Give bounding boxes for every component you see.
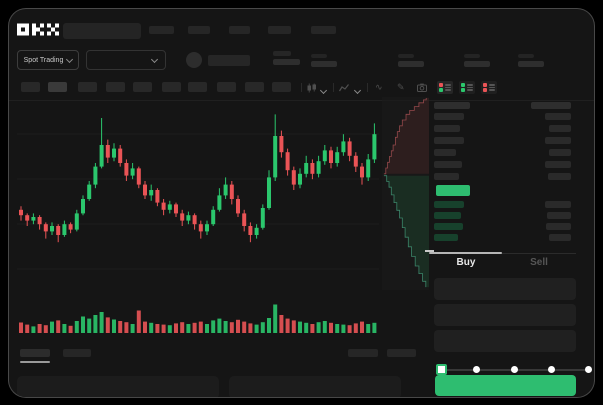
nav-item[interactable]: [311, 26, 336, 34]
orderbook-split-view-icon[interactable]: [437, 81, 453, 94]
nav-item[interactable]: [268, 26, 291, 34]
ask-amount-bar: [545, 113, 571, 120]
chart-bottom-control[interactable]: [348, 349, 378, 357]
orderbook-bids-view-icon[interactable]: [459, 81, 475, 94]
price-label-placeholder: [273, 51, 291, 56]
slider-stop-dot[interactable]: [585, 366, 592, 373]
indicator-icon[interactable]: [339, 83, 349, 93]
slider-stop-dot[interactable]: [547, 366, 555, 373]
draw-icon[interactable]: ✎: [397, 82, 405, 92]
orderbook-header-price: [434, 102, 470, 109]
nav-item[interactable]: [229, 26, 250, 34]
timeframe-button[interactable]: [272, 82, 291, 92]
timeframe-button[interactable]: [162, 82, 181, 92]
market-type-dropdown[interactable]: Spot Trading: [17, 50, 79, 70]
chevron-down-icon: [66, 55, 74, 63]
ask-amount-bar: [549, 149, 571, 156]
chart-bottom-tab[interactable]: [63, 349, 91, 357]
pair-dropdown[interactable]: [86, 50, 166, 70]
search-input[interactable]: [63, 23, 141, 39]
timeframe-button[interactable]: [78, 82, 97, 92]
ask-price-bar[interactable]: [434, 173, 459, 180]
bottom-panel-right[interactable]: [229, 376, 401, 397]
market-type-label: Spot Trading: [23, 56, 64, 64]
price-value-placeholder: [273, 59, 300, 65]
tab-sell[interactable]: Sell: [530, 257, 548, 268]
chart-gridlines: [17, 133, 379, 270]
orderbook-header-amount: [531, 102, 571, 109]
okx-logo: [17, 23, 59, 36]
chart-bottom-control[interactable]: [387, 349, 416, 357]
timeframe-button[interactable]: [188, 82, 207, 92]
candle-type-icon[interactable]: [307, 83, 317, 93]
orderbook-asks-view-icon[interactable]: [481, 81, 497, 94]
timeframe-button[interactable]: [133, 82, 152, 92]
nav-item[interactable]: [149, 26, 174, 34]
bid-price-bar[interactable]: [434, 212, 461, 219]
buy-submit-button[interactable]: [435, 375, 576, 396]
coin-avatar: [186, 52, 202, 68]
ask-amount-bar: [549, 125, 571, 132]
app-window: Spot Trading ∿ ✎ ⚙: [8, 8, 595, 398]
ask-price-bar[interactable]: [434, 113, 464, 120]
slider-stop-dot[interactable]: [510, 366, 518, 373]
chevron-down-icon[interactable]: [353, 85, 362, 95]
ask-price-bar[interactable]: [434, 125, 460, 132]
tab-buy[interactable]: Buy: [456, 257, 476, 268]
stat-value-placeholder: [398, 61, 424, 67]
active-trade-tab-indicator: [429, 252, 502, 254]
ask-price-bar[interactable]: [434, 149, 456, 156]
stat-label-placeholder: [398, 54, 414, 58]
timeframe-button[interactable]: [48, 82, 67, 92]
ask-price-bar[interactable]: [434, 161, 462, 168]
bid-price-bar[interactable]: [434, 234, 458, 241]
wave-line-icon[interactable]: ∿: [375, 82, 383, 92]
bid-amount-bar: [547, 212, 571, 219]
order-price-input[interactable]: [434, 278, 576, 300]
trade-tabs-divider: [429, 253, 576, 254]
last-price-badge[interactable]: [436, 185, 470, 196]
stat-label-placeholder: [464, 54, 480, 58]
timeframe-button[interactable]: [217, 82, 236, 92]
order-total-input[interactable]: [434, 330, 576, 352]
bid-amount-bar: [545, 201, 571, 208]
bid-amount-bar: [549, 234, 571, 241]
divider: [301, 83, 302, 92]
chevron-down-icon[interactable]: [319, 85, 328, 95]
bid-price-bar[interactable]: [434, 201, 464, 208]
bottom-panel-left[interactable]: [17, 376, 219, 397]
stat-label-placeholder: [311, 54, 327, 58]
stat-label-placeholder: [518, 54, 534, 58]
bid-price-bar[interactable]: [434, 223, 463, 230]
stat-value-placeholder: [518, 61, 544, 67]
active-tab-underline: [20, 361, 50, 363]
chart-bottom-tab[interactable]: [20, 349, 50, 357]
divider: [367, 83, 368, 92]
timeframe-button[interactable]: [21, 82, 40, 92]
ask-amount-bar: [545, 161, 571, 168]
volume-series: [19, 304, 377, 333]
ask-price-bar[interactable]: [434, 137, 464, 144]
stat-value-placeholder: [464, 61, 490, 67]
slider-handle[interactable]: [436, 364, 447, 375]
bid-amount-bar: [546, 223, 571, 230]
candlestick-series: [19, 114, 377, 243]
nav-item[interactable]: [188, 26, 210, 34]
pair-name-placeholder: [208, 55, 250, 66]
timeframe-button[interactable]: [106, 82, 125, 92]
camera-icon[interactable]: [417, 83, 427, 92]
order-amount-input[interactable]: [434, 304, 576, 326]
timeframe-button[interactable]: [245, 82, 264, 92]
depth-overlay: [383, 98, 429, 288]
chevron-down-icon: [150, 55, 159, 64]
slider-stop-dot[interactable]: [473, 366, 481, 373]
stat-value-placeholder: [311, 61, 337, 67]
divider: [9, 100, 594, 101]
ask-amount-bar: [548, 173, 571, 180]
divider: [333, 83, 334, 92]
ask-amount-bar: [545, 137, 571, 144]
